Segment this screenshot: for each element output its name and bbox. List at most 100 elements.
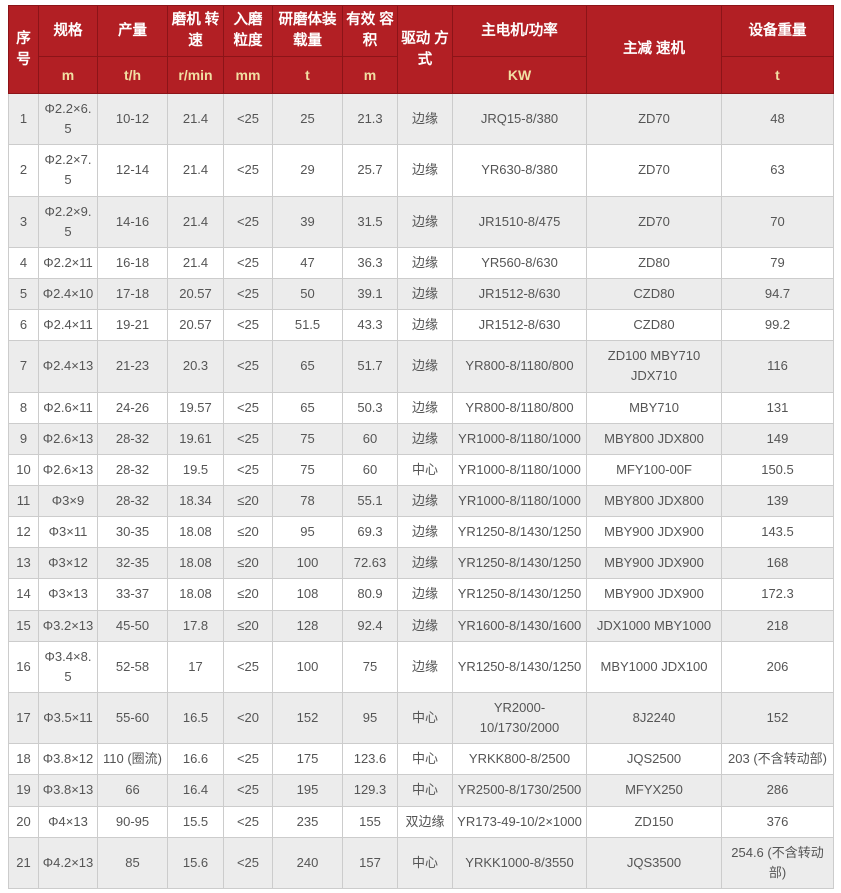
table-cell: Φ3.2×13 [38, 609, 98, 642]
table-cell: 24-26 [97, 391, 168, 424]
table-cell: 17 [8, 691, 39, 745]
table-cell: 25 [272, 93, 343, 146]
table-cell: 66 [97, 774, 168, 807]
table-cell: 21.4 [167, 246, 224, 280]
table-cell: 110 (圈流) [97, 743, 168, 776]
table-cell: 16 [8, 640, 39, 693]
table-cell: <25 [223, 93, 273, 146]
table-cell: 60 [342, 422, 398, 455]
table-cell: YR800-8/1180/800 [452, 391, 587, 424]
table-cell: 203 (不含转动部) [721, 743, 834, 776]
table-cell: 94.7 [721, 278, 834, 311]
table-cell: 边缘 [397, 547, 453, 580]
table-cell: CZD80 [586, 309, 722, 342]
table-cell: 152 [272, 691, 343, 745]
table-cell: 14 [8, 578, 39, 611]
table-cell: 129.3 [342, 774, 398, 807]
table-cell: 50 [272, 278, 343, 311]
table-cell: Φ2.6×13 [38, 453, 98, 487]
table-cell: 70 [721, 195, 834, 248]
table-row: 19 Φ3.8×13 66 16.4 <25 195 129.3 中心 YR2500-8/173… [8, 774, 834, 807]
table-cell: ZD70 [586, 195, 722, 248]
table-row: 20 Φ4×13 90-95 15.5 <25 235 155 双边缘 YR173-49-10/… [8, 805, 834, 838]
column-header: 研磨体装载量 [272, 4, 343, 58]
table-cell: 45-50 [97, 609, 168, 642]
table-cell: 240 [272, 836, 343, 889]
table-cell: 39 [272, 195, 343, 248]
table-cell: 中心 [397, 691, 453, 745]
table-header: 序 号规格 产量 磨机 转速 入磨 粒度 研磨体装载量 有效 容积 驱动 方式 主电机/功率主… [8, 4, 834, 95]
table-cell: Φ2.6×11 [38, 391, 98, 424]
table-cell: Φ3×13 [38, 578, 98, 611]
table-cell: 218 [721, 609, 834, 642]
table-row: 14 Φ3×13 33-37 18.08 ≤20 108 80.9 边缘 YR1250-8/14… [8, 578, 834, 611]
table-row: 21 Φ4.2×13 85 15.6 <25 240 157 中心 YRKK1000-8/355… [8, 836, 834, 889]
table-cell: YR1000-8/1180/1000 [452, 453, 587, 487]
table-cell: 30-35 [97, 516, 168, 549]
table-cell: 28-32 [97, 453, 168, 487]
table-cell: <25 [223, 340, 273, 393]
table-cell: YR1250-8/1430/1250 [452, 640, 587, 693]
table-cell: 10-12 [97, 93, 168, 146]
table-cell: <25 [223, 743, 273, 776]
ball-mill-spec-table: 序 号规格 产量 磨机 转速 入磨 粒度 研磨体装载量 有效 容积 驱动 方式 主电机/功率主… [8, 4, 834, 889]
table-cell: 边缘 [397, 195, 453, 248]
table-cell: 172.3 [721, 578, 834, 611]
table-cell: Φ4.2×13 [38, 836, 98, 889]
table-cell: Φ3.5×11 [38, 691, 98, 745]
table-cell: 195 [272, 774, 343, 807]
table-row: 5 Φ2.4×10 17-18 20.57 <25 50 39.1 边缘 JR1512-8/63… [8, 278, 834, 311]
column-unit: t/h [97, 56, 168, 95]
table-row: 11 Φ3×9 28-32 18.34 ≤20 78 55.1 边缘 YR1000-8/1180… [8, 484, 834, 518]
table-cell: ≤20 [223, 516, 273, 549]
table-cell: 20.57 [167, 309, 224, 342]
column-header: 主减 速机 [586, 4, 722, 95]
table-cell: JR1510-8/475 [452, 195, 587, 248]
table-cell: 157 [342, 836, 398, 889]
table-cell: 边缘 [397, 609, 453, 642]
table-cell: 边缘 [397, 144, 453, 197]
table-cell: ZD70 [586, 144, 722, 197]
table-cell: ≤20 [223, 578, 273, 611]
table-cell: <25 [223, 640, 273, 693]
table-cell: 16-18 [97, 246, 168, 280]
table-cell: MBY900 JDX900 [586, 547, 722, 580]
table-cell: 95 [342, 691, 398, 745]
table-row: 2 Φ2.2×7.5 12-14 21.4 <25 29 25.7 边缘 YR630-8/380… [8, 144, 834, 197]
table-cell: 168 [721, 547, 834, 580]
table-cell: 47 [272, 246, 343, 280]
table-cell: 中心 [397, 774, 453, 807]
table-cell: 48 [721, 93, 834, 146]
table-cell: 边缘 [397, 340, 453, 393]
table-cell: YR2000-10/1730/2000 [452, 691, 587, 745]
table-cell: <25 [223, 774, 273, 807]
table-cell: 边缘 [397, 278, 453, 311]
table-cell: MBY800 JDX800 [586, 484, 722, 518]
table-cell: Φ3.8×13 [38, 774, 98, 807]
column-header: 序 号 [8, 4, 39, 95]
table-row: 17 Φ3.5×11 55-60 16.5 <20 152 95 中心 YR2000-10/17… [8, 691, 834, 745]
table-cell: 20.3 [167, 340, 224, 393]
table-cell: ZD80 [586, 246, 722, 280]
table-cell: <25 [223, 144, 273, 197]
table-cell: 50.3 [342, 391, 398, 424]
table-cell: JQS3500 [586, 836, 722, 889]
table-cell: YR1250-8/1430/1250 [452, 547, 587, 580]
table-cell: YRKK800-8/2500 [452, 743, 587, 776]
table-cell: YR1250-8/1430/1250 [452, 516, 587, 549]
table-cell: 边缘 [397, 516, 453, 549]
table-cell: 21.4 [167, 144, 224, 197]
table-cell: 60 [342, 453, 398, 487]
column-header: 有效 容积 [342, 4, 398, 58]
table-cell: 边缘 [397, 484, 453, 518]
table-row: 8 Φ2.6×11 24-26 19.57 <25 65 50.3 边缘 YR800-8/118… [8, 391, 834, 424]
table-cell: 39.1 [342, 278, 398, 311]
table-cell: 51.7 [342, 340, 398, 393]
table-cell: YR630-8/380 [452, 144, 587, 197]
table-cell: 18.08 [167, 547, 224, 580]
table-cell: 15.5 [167, 805, 224, 838]
table-cell: 边缘 [397, 309, 453, 342]
table-row: 13 Φ3×12 32-35 18.08 ≤20 100 72.63 边缘 YR1250-8/1… [8, 547, 834, 580]
table-cell: 17 [167, 640, 224, 693]
table-cell: 36.3 [342, 246, 398, 280]
